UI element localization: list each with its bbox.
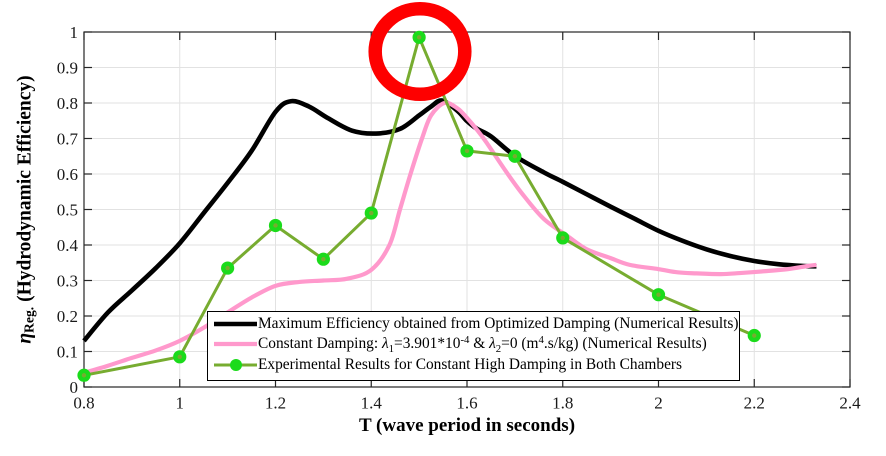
x-tick-label: 2.4 bbox=[839, 394, 861, 413]
marker-dot-experimental-results bbox=[752, 333, 757, 338]
x-tick-label: 1 bbox=[176, 394, 185, 413]
x-tick-label: 2 bbox=[654, 394, 663, 413]
marker-dot-experimental-results bbox=[560, 235, 565, 241]
marker-dot-experimental-results bbox=[81, 373, 87, 378]
y-tick-label: 0.7 bbox=[57, 130, 79, 149]
marker-dot-experimental-results bbox=[177, 354, 182, 360]
y-tick-label: 0.5 bbox=[57, 201, 78, 220]
y-tick-label: 0.4 bbox=[57, 236, 79, 255]
legend: Maximum Efficiency obtained from Optimiz… bbox=[207, 311, 740, 381]
legend-experimental: Experimental Results for Constant High D… bbox=[208, 355, 739, 375]
x-tick-label: 2.2 bbox=[744, 394, 765, 413]
legend-max-efficiency-sample bbox=[214, 321, 257, 327]
legend-constant-damping-label: Constant Damping: λ1=3.901*10-4 & λ2=0 (… bbox=[258, 334, 707, 355]
y-tick-label: 0.9 bbox=[57, 59, 78, 78]
y-tick-label: 0.3 bbox=[57, 272, 78, 291]
marker-dot-experimental-results bbox=[273, 223, 278, 228]
x-axis-label: T (wave period in seconds) bbox=[358, 415, 576, 436]
marker-dot-experimental-results bbox=[225, 265, 230, 271]
legend-max-efficiency: Maximum Efficiency obtained from Optimiz… bbox=[208, 314, 739, 334]
marker-dot-experimental-results bbox=[416, 35, 422, 40]
x-tick-label: 1.6 bbox=[456, 394, 477, 413]
series-experimental-results bbox=[83, 35, 755, 377]
legend-experimental-sample bbox=[214, 358, 257, 371]
marker-dot-experimental-results bbox=[512, 154, 518, 159]
highlight-ring-annotation bbox=[368, 1, 472, 102]
y-tick-label: 0.1 bbox=[57, 343, 78, 362]
legend-max-efficiency-label: Maximum Efficiency obtained from Optimiz… bbox=[258, 315, 739, 332]
x-tick-label: 1.8 bbox=[552, 394, 573, 413]
x-tick-label: 0.8 bbox=[73, 394, 94, 413]
x-tick-label: 1.4 bbox=[361, 394, 383, 413]
marker-dot-experimental-results bbox=[656, 292, 661, 297]
y-tick-label: 0 bbox=[70, 378, 79, 397]
legend-constant-damping: Constant Damping: λ1=3.901*10-4 & λ2=0 (… bbox=[208, 334, 739, 354]
x-tick-label: 1.2 bbox=[265, 394, 286, 413]
series-constant-damping bbox=[83, 100, 817, 375]
y-tick-label: 0.6 bbox=[57, 165, 78, 184]
legend-constant-damping-sample bbox=[214, 342, 257, 347]
series-max-efficiency-optimized-damping bbox=[82, 98, 817, 343]
y-tick-label: 1 bbox=[70, 23, 79, 42]
y-tick-label: 0.8 bbox=[57, 94, 78, 113]
y-axis-label: ηReg. (Hydrodynamic Efficiency) bbox=[15, 75, 37, 343]
marker-dot-experimental-results bbox=[464, 148, 470, 154]
y-tick-label: 0.2 bbox=[57, 307, 78, 326]
marker-dot-experimental-results bbox=[321, 257, 326, 262]
legend-experimental-label: Experimental Results for Constant High D… bbox=[258, 355, 683, 373]
marker-dot-experimental-results bbox=[369, 210, 374, 216]
